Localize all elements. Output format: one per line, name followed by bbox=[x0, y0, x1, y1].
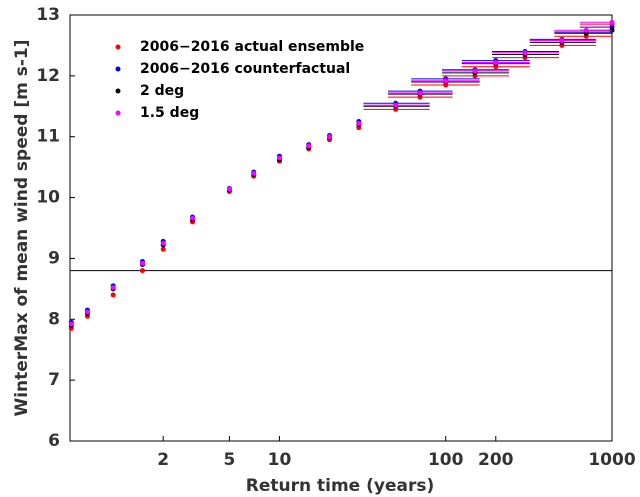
y-tick-label: 7 bbox=[48, 370, 60, 390]
y-tick-label: 8 bbox=[48, 309, 60, 329]
point bbox=[417, 90, 423, 96]
point bbox=[110, 285, 116, 291]
point bbox=[226, 186, 232, 192]
y-tick-label: 6 bbox=[48, 431, 60, 451]
point bbox=[251, 170, 257, 176]
legend-marker bbox=[115, 110, 121, 116]
x-tick-label: 5 bbox=[223, 450, 235, 470]
point bbox=[190, 215, 196, 221]
legend-marker bbox=[115, 66, 121, 72]
legend-label: 1.5 deg bbox=[140, 105, 199, 121]
point bbox=[110, 292, 116, 298]
y-tick-label: 13 bbox=[36, 5, 60, 25]
x-tick-label: 200 bbox=[478, 450, 514, 470]
point bbox=[84, 309, 90, 315]
point bbox=[443, 78, 449, 84]
y-tick-label: 11 bbox=[36, 127, 60, 147]
point bbox=[139, 268, 145, 274]
legend-label: 2006−2016 actual ensemble bbox=[140, 39, 364, 55]
point bbox=[276, 155, 282, 161]
x-axis-label: Return time (years) bbox=[246, 476, 435, 496]
legend-marker bbox=[115, 44, 121, 50]
point bbox=[327, 134, 333, 140]
point bbox=[160, 246, 166, 252]
y-tick-label: 10 bbox=[36, 188, 60, 208]
legend-label: 2006−2016 counterfactual bbox=[140, 61, 350, 77]
x-tick-label: 10 bbox=[268, 450, 292, 470]
point bbox=[472, 68, 478, 74]
point bbox=[559, 38, 565, 44]
point bbox=[139, 260, 145, 266]
point bbox=[356, 120, 362, 126]
y-tick-label: 9 bbox=[48, 248, 60, 268]
x-tick-label: 2 bbox=[157, 450, 169, 470]
point bbox=[522, 50, 528, 56]
plot-frame bbox=[69, 14, 613, 442]
point bbox=[609, 19, 615, 25]
legend-label: 2 deg bbox=[140, 83, 184, 99]
legend-marker bbox=[115, 88, 121, 94]
point bbox=[583, 27, 589, 33]
point bbox=[393, 102, 399, 108]
point bbox=[160, 240, 166, 246]
y-axis-label: WinterMax of mean wind speed [m s-1] bbox=[12, 39, 32, 416]
y-tick-label: 12 bbox=[36, 66, 60, 86]
point bbox=[493, 59, 499, 65]
x-tick-label: 1000 bbox=[588, 450, 635, 470]
point bbox=[306, 143, 312, 149]
x-tick-label: 100 bbox=[428, 450, 464, 470]
point bbox=[68, 321, 74, 327]
